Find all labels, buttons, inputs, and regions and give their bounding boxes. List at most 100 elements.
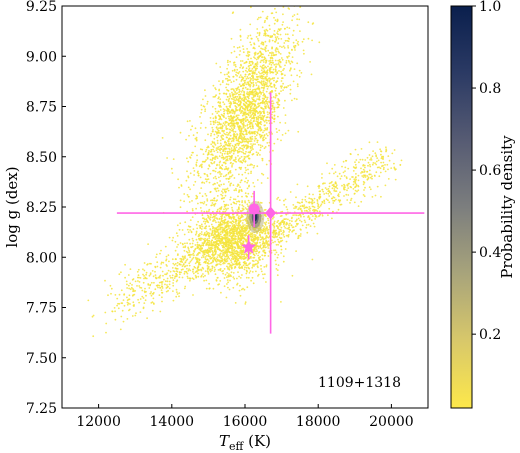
sample-point: [244, 156, 247, 158]
sample-point: [215, 126, 218, 128]
sample-point: [331, 187, 334, 190]
sample-point: [234, 252, 237, 255]
sample-point: [247, 145, 250, 148]
sample-point: [220, 193, 223, 196]
sample-point: [241, 209, 244, 212]
sample-point: [211, 265, 214, 268]
sample-point: [197, 202, 199, 205]
sample-point: [288, 61, 291, 63]
sample-point: [245, 228, 247, 230]
sample-point: [139, 277, 142, 279]
sample-point: [291, 61, 294, 64]
sample-point: [120, 302, 123, 304]
sample-point: [268, 39, 271, 41]
sample-point: [269, 35, 272, 37]
sample-point: [213, 96, 216, 98]
sample-point: [254, 242, 257, 245]
sample-point: [367, 164, 369, 167]
sample-point: [228, 138, 230, 141]
sample-point: [226, 144, 229, 147]
sample-point: [244, 192, 247, 195]
sample-point: [126, 283, 128, 286]
sample-point: [384, 164, 386, 166]
sample-point: [195, 256, 197, 259]
sample-point: [325, 198, 328, 201]
sample-point: [265, 44, 268, 47]
sample-point: [246, 52, 249, 54]
sample-point: [252, 107, 255, 110]
sample-point: [152, 291, 155, 294]
sample-point: [264, 40, 267, 43]
sample-point: [229, 274, 232, 276]
sample-point: [249, 121, 252, 124]
sample-point: [250, 109, 253, 112]
sample-point: [246, 133, 248, 136]
sample-point: [273, 220, 276, 223]
sample-point: [217, 101, 220, 103]
sample-point: [322, 190, 325, 193]
sample-point: [195, 164, 198, 167]
sample-point: [205, 180, 208, 183]
sample-point: [273, 249, 275, 252]
sample-point: [273, 231, 276, 233]
sample-point: [279, 222, 282, 225]
sample-point: [289, 92, 292, 95]
sample-point: [243, 234, 246, 237]
sample-point: [251, 266, 254, 269]
sample-point: [259, 127, 262, 130]
sample-point: [241, 67, 244, 70]
sample-point: [138, 285, 141, 287]
sample-point: [255, 82, 257, 84]
sample-point: [188, 264, 191, 267]
sample-point: [250, 122, 252, 125]
sample-point: [214, 238, 217, 241]
sample-point: [194, 127, 197, 130]
sample-point: [271, 47, 273, 50]
sample-point: [104, 279, 106, 282]
sample-point: [247, 151, 250, 154]
sample-point: [297, 222, 299, 225]
sample-point: [311, 258, 314, 261]
sample-point: [241, 249, 244, 252]
sample-point: [288, 27, 291, 29]
sample-point: [247, 81, 250, 83]
sample-point: [284, 248, 287, 250]
sample-point: [366, 175, 369, 177]
sample-point: [220, 291, 222, 294]
y-tick-label: 8.50: [26, 150, 57, 166]
sample-point: [189, 188, 192, 191]
sample-point: [243, 104, 245, 106]
sample-point: [204, 89, 206, 92]
sample-point: [157, 276, 160, 279]
sample-point: [287, 37, 290, 40]
sample-point: [253, 42, 256, 45]
sample-point: [150, 294, 153, 297]
sample-point: [303, 205, 305, 208]
sample-point: [298, 207, 301, 209]
sample-point: [238, 230, 241, 233]
sample-point: [212, 243, 215, 246]
sample-point: [199, 176, 202, 179]
sample-point: [142, 281, 145, 284]
sample-point: [284, 132, 287, 135]
sample-point: [183, 272, 186, 275]
sample-point: [220, 197, 223, 200]
sample-point: [238, 265, 241, 267]
sample-point: [212, 148, 215, 151]
sample-point: [215, 190, 218, 193]
sample-point: [155, 256, 158, 258]
sample-point: [283, 225, 286, 228]
sample-point: [226, 109, 229, 111]
sample-point: [247, 54, 250, 56]
sample-point: [222, 188, 224, 191]
sample-point: [363, 164, 366, 167]
sample-point: [376, 141, 379, 144]
sample-point: [314, 209, 316, 212]
sample-point: [205, 148, 208, 151]
sample-point: [224, 248, 227, 250]
sample-point: [159, 252, 161, 255]
sample-point: [252, 265, 254, 267]
sample-point: [111, 310, 114, 313]
sample-point: [220, 235, 223, 238]
sample-point: [276, 221, 279, 224]
